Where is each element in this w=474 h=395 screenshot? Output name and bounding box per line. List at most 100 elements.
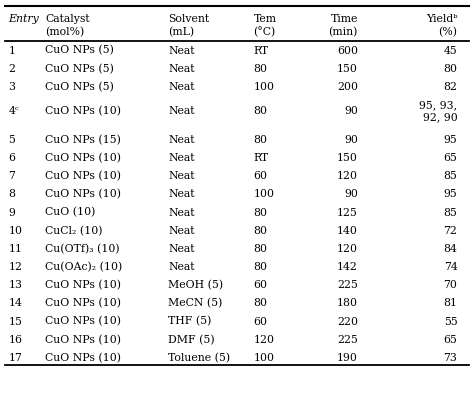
Text: RT: RT (254, 153, 269, 163)
Text: 6: 6 (9, 153, 16, 163)
Text: 60: 60 (254, 280, 268, 290)
Text: 125: 125 (337, 207, 358, 218)
Text: 65: 65 (444, 153, 457, 163)
Text: (mL): (mL) (168, 27, 194, 38)
Text: Neat: Neat (168, 82, 195, 92)
Text: 5: 5 (9, 135, 16, 145)
Text: Neat: Neat (168, 171, 195, 181)
Text: CuO NPs (10): CuO NPs (10) (45, 189, 121, 199)
Text: 80: 80 (254, 262, 268, 272)
Text: Neat: Neat (168, 153, 195, 163)
Text: 90: 90 (344, 106, 358, 116)
Text: CuO NPs (10): CuO NPs (10) (45, 353, 121, 363)
Text: 80: 80 (254, 226, 268, 236)
Text: 600: 600 (337, 45, 358, 56)
Text: 90: 90 (344, 135, 358, 145)
Text: 13: 13 (9, 280, 23, 290)
Text: 150: 150 (337, 64, 358, 74)
Text: 11: 11 (9, 244, 23, 254)
Text: Neat: Neat (168, 45, 195, 56)
Text: 9: 9 (9, 207, 16, 218)
Text: Cu(OAc)₂ (10): Cu(OAc)₂ (10) (45, 262, 122, 272)
Text: Entry: Entry (9, 14, 39, 24)
Text: Time: Time (330, 14, 358, 24)
Text: 15: 15 (9, 316, 22, 327)
Text: CuO NPs (10): CuO NPs (10) (45, 171, 121, 181)
Text: (min): (min) (328, 27, 358, 38)
Text: 140: 140 (337, 226, 358, 236)
Text: 80: 80 (254, 207, 268, 218)
Text: DMF (5): DMF (5) (168, 335, 215, 345)
Text: RT: RT (254, 45, 269, 56)
Text: 73: 73 (444, 353, 457, 363)
Text: Neat: Neat (168, 207, 195, 218)
Text: 80: 80 (254, 244, 268, 254)
Text: 85: 85 (444, 171, 457, 181)
Text: 12: 12 (9, 262, 23, 272)
Text: 95: 95 (444, 135, 457, 145)
Text: 200: 200 (337, 82, 358, 92)
Text: 60: 60 (254, 316, 268, 327)
Text: 65: 65 (444, 335, 457, 345)
Text: Neat: Neat (168, 226, 195, 236)
Text: Neat: Neat (168, 64, 195, 74)
Text: 100: 100 (254, 353, 274, 363)
Text: 2: 2 (9, 64, 16, 74)
Text: 150: 150 (337, 153, 358, 163)
Text: 80: 80 (254, 135, 268, 145)
Text: 120: 120 (337, 244, 358, 254)
Text: 70: 70 (444, 280, 457, 290)
Text: Neat: Neat (168, 262, 195, 272)
Text: 14: 14 (9, 298, 22, 308)
Text: CuO NPs (10): CuO NPs (10) (45, 335, 121, 345)
Text: Tem: Tem (254, 14, 277, 24)
Text: 55: 55 (444, 316, 457, 327)
Text: 7: 7 (9, 171, 16, 181)
Text: Neat: Neat (168, 135, 195, 145)
Text: CuO NPs (10): CuO NPs (10) (45, 298, 121, 308)
Text: CuO NPs (10): CuO NPs (10) (45, 316, 121, 327)
Text: CuO NPs (10): CuO NPs (10) (45, 280, 121, 290)
Text: 84: 84 (444, 244, 457, 254)
Text: 80: 80 (443, 64, 457, 74)
Text: Neat: Neat (168, 244, 195, 254)
Text: 16: 16 (9, 335, 23, 345)
Text: 80: 80 (254, 64, 268, 74)
Text: 8: 8 (9, 189, 16, 199)
Text: 225: 225 (337, 335, 358, 345)
Text: 95, 93,
92, 90: 95, 93, 92, 90 (419, 100, 457, 122)
Text: 90: 90 (344, 189, 358, 199)
Text: 60: 60 (254, 171, 268, 181)
Text: Toluene (5): Toluene (5) (168, 353, 230, 363)
Text: 80: 80 (254, 298, 268, 308)
Text: 190: 190 (337, 353, 358, 363)
Text: 45: 45 (444, 45, 457, 56)
Text: CuCl₂ (10): CuCl₂ (10) (45, 226, 102, 236)
Text: Neat: Neat (168, 189, 195, 199)
Text: CuO NPs (10): CuO NPs (10) (45, 153, 121, 163)
Text: 81: 81 (443, 298, 457, 308)
Text: Cu(OTf)₃ (10): Cu(OTf)₃ (10) (45, 244, 119, 254)
Text: CuO (10): CuO (10) (45, 207, 95, 218)
Text: 1: 1 (9, 45, 16, 56)
Text: CuO NPs (10): CuO NPs (10) (45, 106, 121, 116)
Text: 100: 100 (254, 82, 274, 92)
Text: Yieldᵇ: Yieldᵇ (426, 14, 457, 24)
Text: 4ᶜ: 4ᶜ (9, 106, 19, 116)
Text: 120: 120 (254, 335, 274, 345)
Text: THF (5): THF (5) (168, 316, 212, 327)
Text: 225: 225 (337, 280, 358, 290)
Text: 17: 17 (9, 353, 22, 363)
Text: CuO NPs (5): CuO NPs (5) (45, 45, 114, 56)
Text: Solvent: Solvent (168, 14, 210, 24)
Text: 100: 100 (254, 189, 274, 199)
Text: Catalyst: Catalyst (45, 14, 90, 24)
Text: 85: 85 (444, 207, 457, 218)
Text: (mol%): (mol%) (45, 27, 84, 38)
Text: 95: 95 (444, 189, 457, 199)
Text: (%): (%) (438, 27, 457, 38)
Text: 80: 80 (254, 106, 268, 116)
Text: 3: 3 (9, 82, 16, 92)
Text: 72: 72 (444, 226, 457, 236)
Text: 120: 120 (337, 171, 358, 181)
